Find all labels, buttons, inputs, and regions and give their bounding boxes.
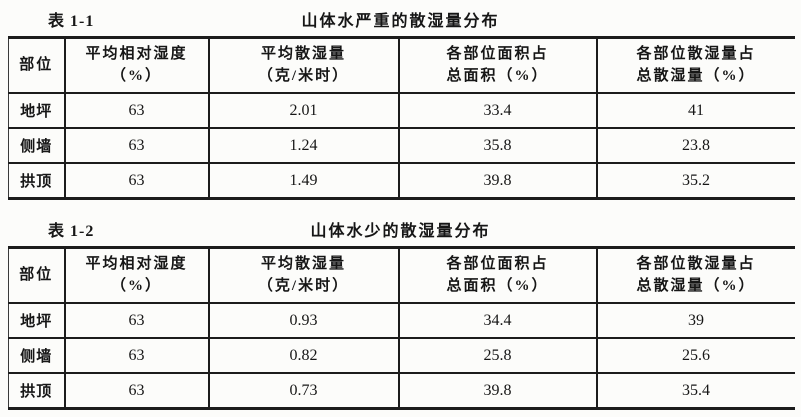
column-header-part: 部位 xyxy=(8,37,66,94)
cell: 0.82 xyxy=(208,338,400,374)
row-label: 地坪 xyxy=(8,303,66,339)
row-label: 侧墙 xyxy=(8,128,66,164)
table-1-1-title: 山体水严重的散湿量分布 xyxy=(301,13,500,30)
table-1-2-title: 山体水少的散湿量分布 xyxy=(310,223,491,240)
column-header-moisture-pct: 各部位散湿量占 总散湿量（%） xyxy=(596,37,795,94)
cell: 35.2 xyxy=(682,171,710,189)
cell: 2.01 xyxy=(208,93,400,129)
row-label: 拱顶 xyxy=(8,373,66,409)
cell: 34.4 xyxy=(398,303,598,339)
row-label: 侧墙 xyxy=(8,338,66,374)
table-row: 地坪 63 0.93 34.4 39 xyxy=(8,303,795,339)
cell: 23.8 xyxy=(596,128,795,164)
column-header-avg-moisture: 平均散湿量 （克/米时） xyxy=(208,37,400,94)
cell: 0.73 xyxy=(208,373,400,409)
cell: 35.4 xyxy=(682,381,710,399)
cell: 41 xyxy=(596,93,795,129)
cell: 63 xyxy=(64,163,210,199)
column-header-moisture-pct: 各部位散湿量占 总散湿量（%） xyxy=(596,247,795,304)
cell: 63 xyxy=(64,303,210,339)
row-label: 地坪 xyxy=(8,93,66,129)
header-row: 部位 平均相对湿度 （%） 平均散湿量 （克/米时） 各部位面积占 总面积（%） 各部… xyxy=(8,37,795,94)
table-row: 地坪 63 2.01 33.4 41 xyxy=(8,93,795,129)
table-row: 侧墙 63 1.24 35.8 23.8 xyxy=(8,128,795,164)
cell: 25.8 xyxy=(398,338,598,374)
column-header-avg-moisture: 平均散湿量 （克/米时） xyxy=(208,247,400,304)
cell: 39 xyxy=(596,303,795,339)
cell: 0.93 xyxy=(208,303,400,339)
table-severe-moisture: 部位 平均相对湿度 （%） 平均散湿量 （克/米时） 各部位面积占 总面积（%） 各部… xyxy=(8,36,795,200)
cell: 63 xyxy=(64,128,210,164)
cell: 63 xyxy=(64,93,210,129)
cell: 63 xyxy=(64,373,210,409)
cell: 1.49 xyxy=(208,163,400,199)
cell: 63 xyxy=(64,338,210,374)
column-header-area-pct: 各部位面积占 总面积（%） xyxy=(398,247,598,304)
table-1-1-caption-row: 表 1-1 山体水严重的散湿量分布 xyxy=(0,5,801,31)
column-header-avg-humidity: 平均相对湿度 （%） xyxy=(64,37,210,94)
cell: 35.8 xyxy=(398,128,598,164)
table-row: 拱顶 63 0.73 39.8 35.4 xyxy=(8,373,795,409)
cell: 1.24 xyxy=(208,128,400,164)
column-header-area-pct: 各部位面积占 总面积（%） xyxy=(398,37,598,94)
table-low-moisture: 部位 平均相对湿度 （%） 平均散湿量 （克/米时） 各部位面积占 总面积（%） 各部… xyxy=(8,246,795,410)
cell: 39.8 xyxy=(398,163,598,199)
column-header-avg-humidity: 平均相对湿度 （%） xyxy=(64,247,210,304)
column-header-part: 部位 xyxy=(8,247,66,304)
header-row: 部位 平均相对湿度 （%） 平均散湿量 （克/米时） 各部位面积占 总面积（%） 各部… xyxy=(8,247,795,304)
row-label: 拱顶 xyxy=(8,163,66,199)
table-1-2-caption: 表 1-2 xyxy=(48,223,95,240)
table-row: 侧墙 63 0.82 25.8 25.6 xyxy=(8,338,795,374)
table-1-2-caption-row: 表 1-2 山体水少的散湿量分布 xyxy=(0,215,801,241)
table-1-1-caption: 表 1-1 xyxy=(48,13,95,30)
cell: 25.6 xyxy=(596,338,795,374)
cell: 39.8 xyxy=(398,373,598,409)
cell: 33.4 xyxy=(398,93,598,129)
table-row: 拱顶 63 1.49 39.8 35.2 xyxy=(8,163,795,199)
